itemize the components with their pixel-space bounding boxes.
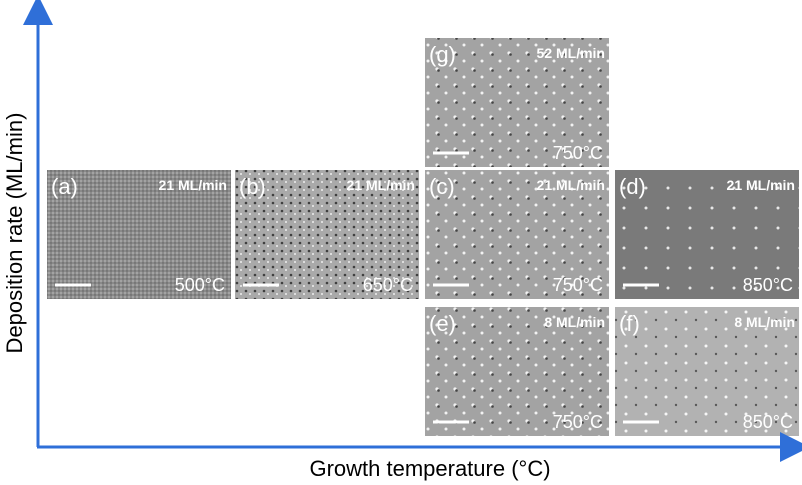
temperature-label: 750°C bbox=[553, 412, 603, 432]
panel-label: (f) bbox=[619, 311, 640, 336]
rate-label: 21 ML/min bbox=[159, 177, 227, 193]
temperature-label: 500°C bbox=[175, 275, 225, 295]
panel-label: (c) bbox=[429, 174, 455, 199]
panel-label: (b) bbox=[239, 174, 266, 199]
sem-image bbox=[425, 307, 609, 436]
sem-panel: (d) 21 ML/min 850°C bbox=[615, 170, 799, 299]
sem-panel: (c) 21 ML/min 750°C bbox=[425, 170, 609, 299]
temperature-label: 750°C bbox=[553, 143, 603, 163]
sem-image bbox=[615, 170, 799, 299]
temperature-label: 850°C bbox=[743, 412, 793, 432]
rate-label: 21 ML/min bbox=[537, 177, 605, 193]
sem-panel: (b) 21 ML/min 650°C bbox=[235, 170, 419, 299]
sem-panel: (a) 21 ML/min 500°C bbox=[47, 170, 231, 299]
sem-image bbox=[425, 170, 609, 299]
sem-image bbox=[425, 38, 609, 167]
rate-label: 52 ML/min bbox=[537, 45, 605, 61]
sem-image bbox=[47, 170, 231, 299]
panel-label: (g) bbox=[429, 42, 456, 67]
sem-panel: (g) 52 ML/min 750°C bbox=[425, 38, 609, 167]
temperature-label: 850°C bbox=[743, 275, 793, 295]
temperature-label: 650°C bbox=[363, 275, 413, 295]
sem-panel: (f) 8 ML/min 850°C bbox=[615, 307, 799, 436]
x-axis-label: Growth temperature (°C) bbox=[309, 456, 550, 481]
panel-label: (e) bbox=[429, 311, 456, 336]
sem-image bbox=[235, 170, 419, 299]
panel-label: (d) bbox=[619, 174, 646, 199]
panels: (a) 21 ML/min 500°C (b) 21 ML/min 650°C (c) 21 … bbox=[47, 38, 799, 436]
sem-image bbox=[615, 307, 799, 436]
rate-label: 21 ML/min bbox=[727, 177, 795, 193]
rate-label: 21 ML/min bbox=[347, 177, 415, 193]
temperature-label: 750°C bbox=[553, 275, 603, 295]
panel-label: (a) bbox=[51, 174, 78, 199]
rate-label: 8 ML/min bbox=[734, 314, 795, 330]
rate-label: 8 ML/min bbox=[544, 314, 605, 330]
y-axis-label: Deposition rate (ML/min) bbox=[2, 113, 27, 354]
sem-panel: (e) 8 ML/min 750°C bbox=[425, 307, 609, 436]
